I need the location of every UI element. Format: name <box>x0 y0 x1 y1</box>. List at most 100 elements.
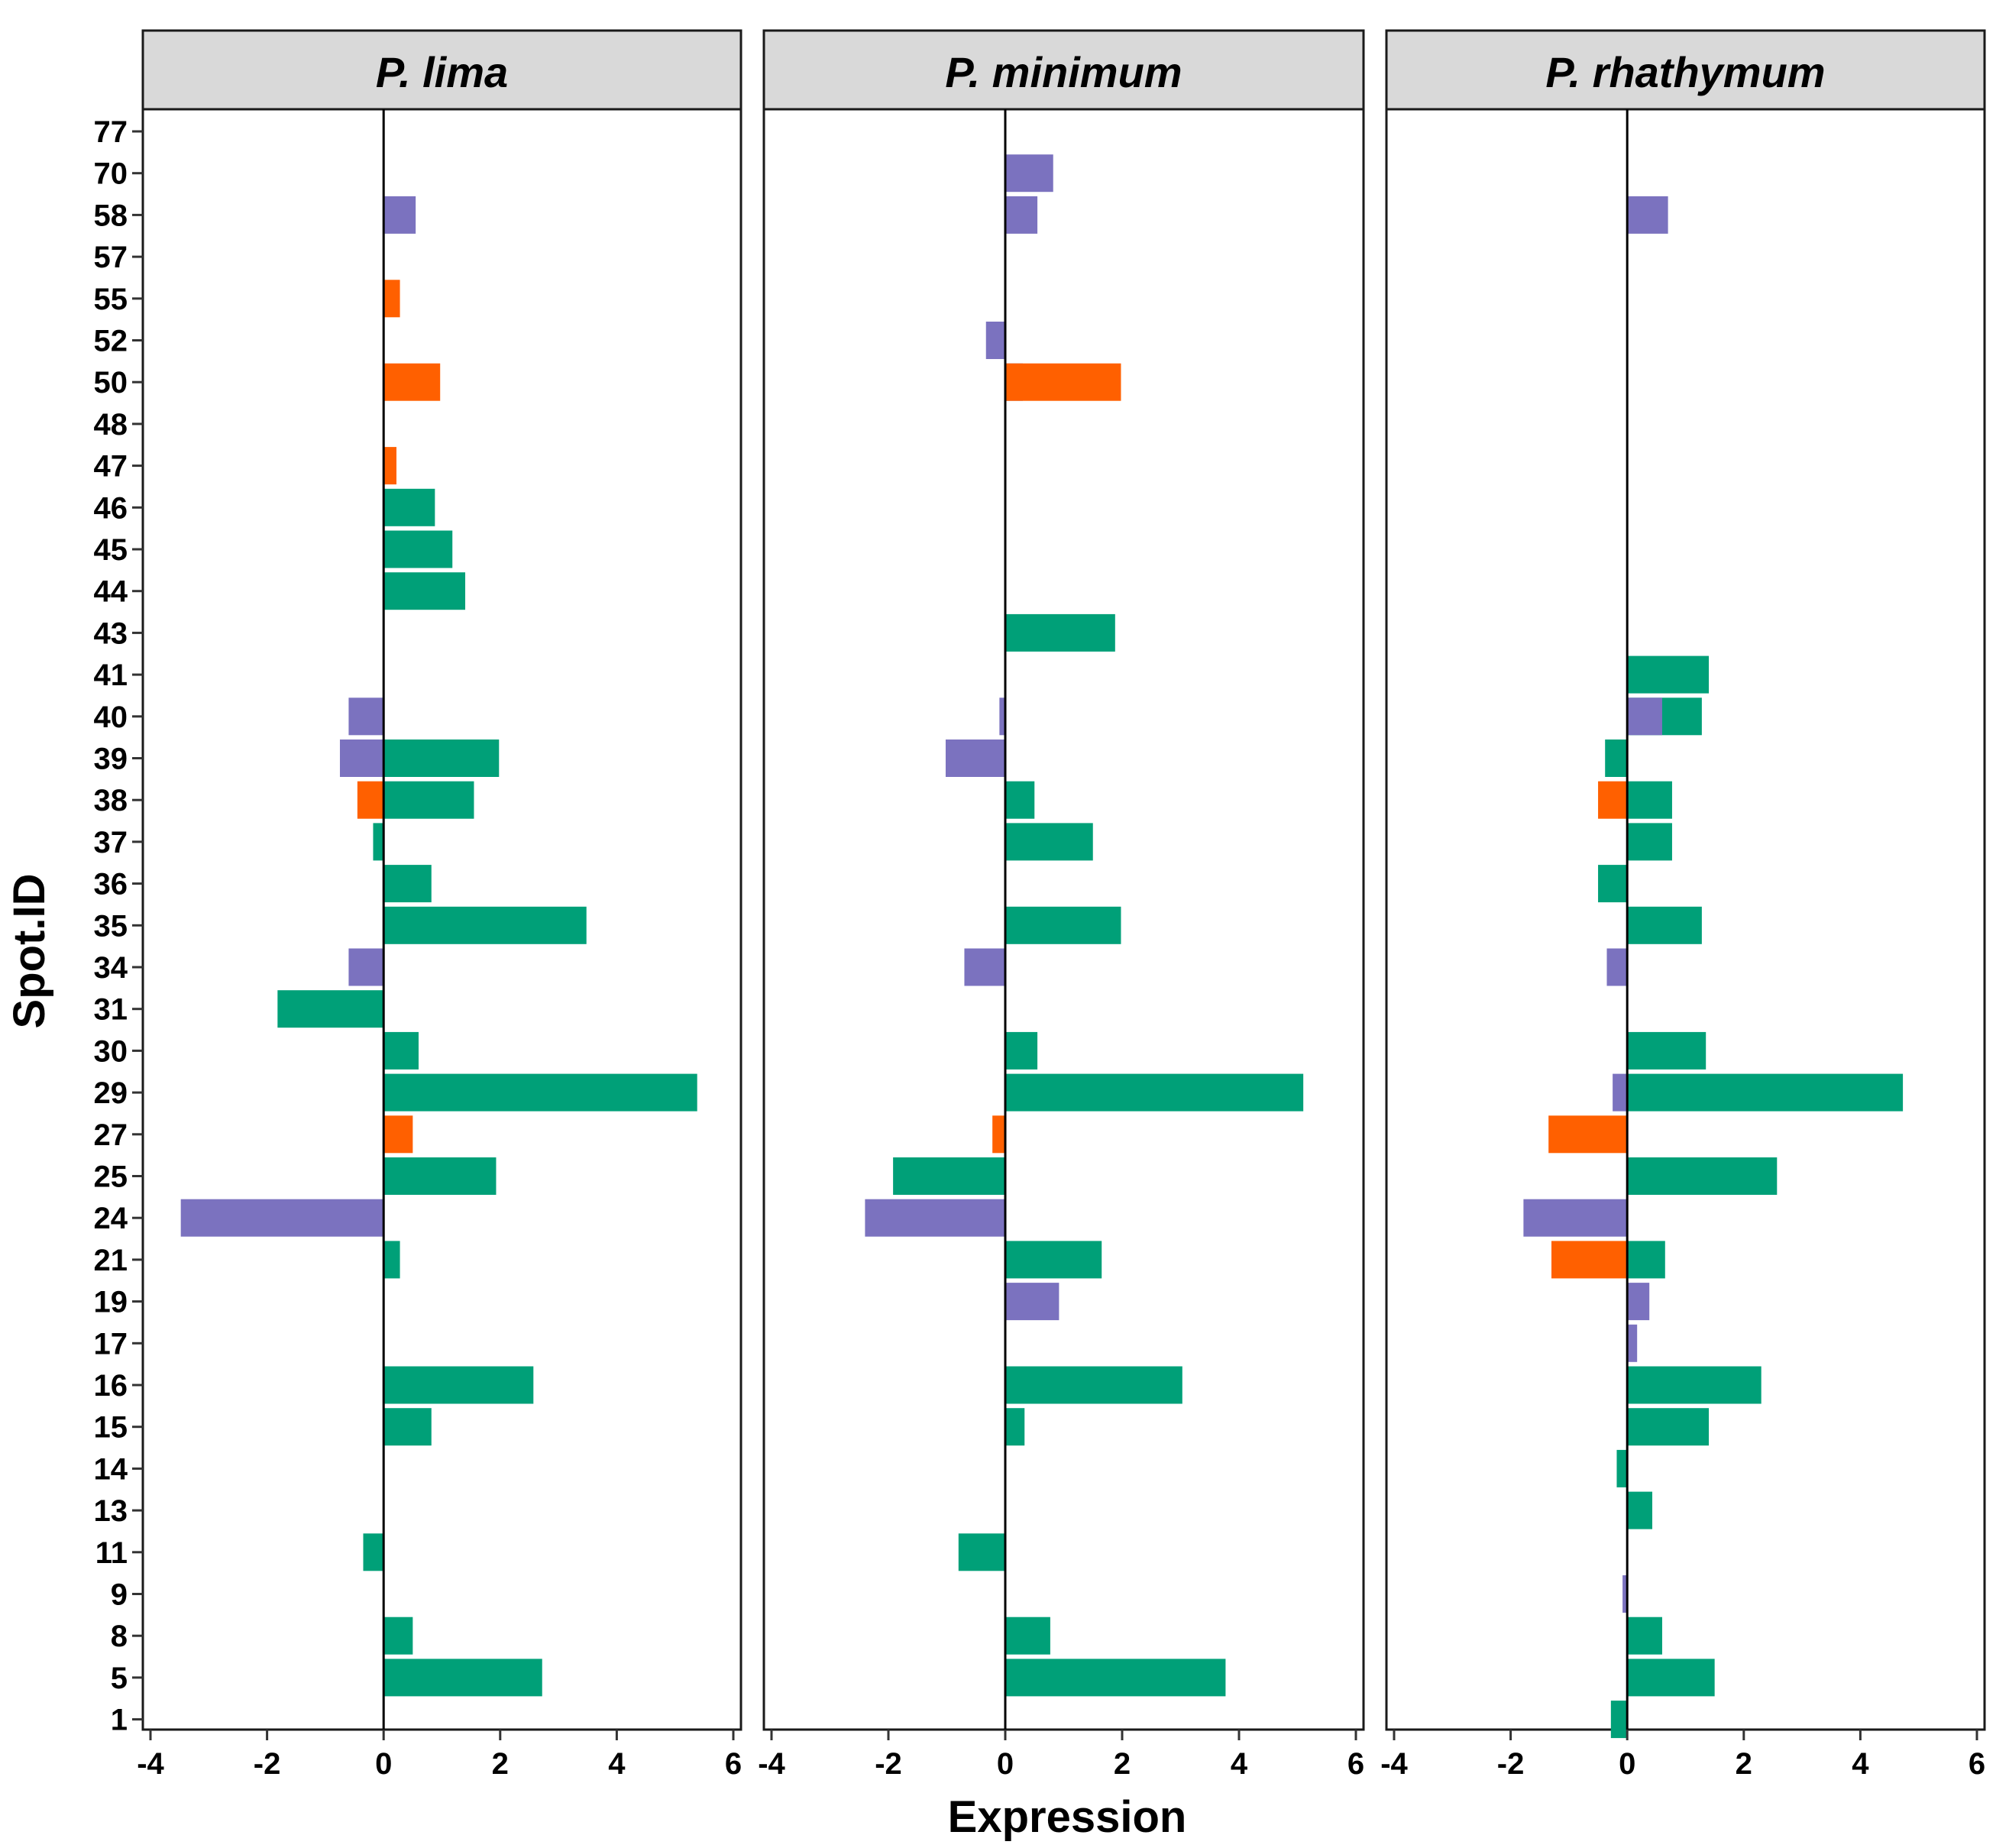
bar-spot-52-purple <box>985 322 1005 359</box>
bar-spot-40-purple <box>348 697 384 736</box>
bar-spot-34-purple <box>1606 948 1628 986</box>
facet-strip <box>1385 29 1986 111</box>
y-tick-label: 37 <box>94 826 128 859</box>
y-tick-label: 43 <box>94 617 128 650</box>
x-tick-label: 2 <box>1736 1747 1752 1781</box>
bar-spot-21-green <box>383 1241 400 1279</box>
bar-spot-24-purple <box>1523 1199 1628 1237</box>
bar-spot-16-green <box>1627 1366 1762 1404</box>
y-tick-label: 27 <box>94 1118 128 1152</box>
y-tick-label: 30 <box>94 1034 128 1068</box>
bar-spot-40-purple <box>999 697 1005 736</box>
facet-strip <box>762 29 1365 111</box>
x-tick-label: -4 <box>1380 1747 1408 1781</box>
x-tick-label: -2 <box>1497 1747 1525 1781</box>
bar-spot-16-green <box>383 1366 534 1404</box>
bar-spot-30-green <box>1627 1031 1707 1070</box>
bar-spot-25-green <box>893 1157 1005 1195</box>
bar-spot-21-green <box>1627 1241 1665 1279</box>
bar-spot-8-green <box>383 1617 413 1655</box>
bar-spot-70-purple <box>1005 154 1053 193</box>
y-tick-label: 29 <box>94 1076 128 1110</box>
y-tick-label: 25 <box>94 1160 128 1194</box>
y-tick-label: 40 <box>94 701 128 734</box>
x-tick-label: -4 <box>137 1747 164 1781</box>
y-tick-label: 5 <box>111 1662 128 1695</box>
bar-spot-5-green <box>383 1659 542 1697</box>
x-tick-label: 2 <box>1114 1747 1131 1781</box>
y-tick-label: 17 <box>94 1327 128 1361</box>
bar-spot-37-green <box>1627 823 1672 861</box>
bar-spot-36-green <box>383 865 432 903</box>
bar-spot-8-green <box>1627 1617 1662 1655</box>
bar-spot-50-orange <box>1005 363 1121 401</box>
bar-spot-11-green <box>363 1533 384 1571</box>
bar-spot-58-purple <box>1005 196 1038 234</box>
bar-spot-45-green <box>383 530 453 568</box>
bar-spot-38-orange <box>1598 781 1628 819</box>
bar-spot-27-orange <box>992 1115 1005 1154</box>
x-tick-label: 0 <box>997 1747 1014 1781</box>
bar-spot-24-purple <box>865 1199 1005 1237</box>
bar-spot-9-purple <box>1622 1575 1628 1613</box>
y-tick-label: 35 <box>94 909 128 943</box>
bar-spot-55-orange <box>383 280 400 318</box>
y-tick-label: 44 <box>94 575 128 609</box>
y-tick-label: 14 <box>94 1452 128 1486</box>
y-tick-label: 77 <box>94 115 128 149</box>
y-tick-label: 34 <box>94 951 128 985</box>
bar-spot-34-purple <box>348 948 384 986</box>
y-tick-label: 16 <box>94 1369 128 1403</box>
y-tick-label: 41 <box>94 659 128 692</box>
bar-spot-34-purple <box>964 948 1005 986</box>
y-tick-label: 21 <box>94 1244 128 1277</box>
y-tick-label: 55 <box>94 283 128 316</box>
y-tick-label: 48 <box>94 408 128 442</box>
bar-spot-29-purple <box>1613 1073 1628 1112</box>
x-tick-label: -2 <box>875 1747 902 1781</box>
bar-spot-58-purple <box>383 196 416 234</box>
bar-spot-31-green <box>277 990 384 1028</box>
y-tick-label: 36 <box>94 868 128 901</box>
bar-spot-5-green <box>1627 1659 1715 1697</box>
bar-spot-21-orange <box>1551 1241 1628 1279</box>
bar-spot-38-orange <box>357 781 384 819</box>
y-tick-label: 38 <box>94 784 128 817</box>
bar-spot-38-green <box>1627 781 1672 819</box>
y-tick-label: 19 <box>94 1286 128 1319</box>
bar-spot-39-purple <box>945 740 1005 777</box>
y-tick-label: 9 <box>111 1578 128 1612</box>
bar-spot-13-green <box>1627 1491 1653 1529</box>
x-tick-label: 4 <box>1852 1747 1869 1781</box>
bar-spot-37-green <box>373 823 384 861</box>
y-tick-label: 52 <box>94 325 128 358</box>
x-tick-label: 6 <box>1969 1747 1985 1781</box>
panel-3: P. rhathymum -4 -2 0 2 4 6 <box>1380 29 1986 1781</box>
y-tick-label: 8 <box>111 1620 128 1653</box>
bar-spot-11-green <box>958 1533 1005 1571</box>
facet-title: P. minimum <box>945 48 1182 96</box>
y-tick-label: 31 <box>94 993 128 1027</box>
y-tick-label: 46 <box>94 491 128 525</box>
bar-spot-19-purple <box>1627 1283 1650 1321</box>
bar-spot-41-green <box>1627 655 1710 694</box>
bar-spot-43-green <box>1005 613 1115 652</box>
panel-2: P. minimum -4 -2 0 2 4 6 <box>758 29 1365 1781</box>
bar-spot-21-green <box>1005 1241 1102 1279</box>
bar-spot-25-green <box>1627 1157 1778 1195</box>
x-tick-label: -2 <box>254 1747 281 1781</box>
y-tick-label: 57 <box>94 241 128 274</box>
bar-spot-29-green <box>383 1073 697 1112</box>
y-tick-label: 24 <box>94 1202 128 1235</box>
y-tick-label: 70 <box>94 157 128 191</box>
y-axis: 7770585755525048474645444341403938373635… <box>94 115 143 1737</box>
bar-spot-39-green <box>1605 740 1628 777</box>
bar-spot-38-green <box>383 781 474 819</box>
bar-spot-37-green <box>1005 823 1093 861</box>
bar-spot-47-orange <box>383 447 396 485</box>
bar-spot-16-green <box>1005 1366 1182 1404</box>
y-tick-label: 45 <box>94 533 128 567</box>
bar-spot-27-orange <box>383 1115 413 1154</box>
x-tick-label: 4 <box>608 1747 626 1781</box>
y-axis-title: Spot.ID <box>5 874 54 1029</box>
